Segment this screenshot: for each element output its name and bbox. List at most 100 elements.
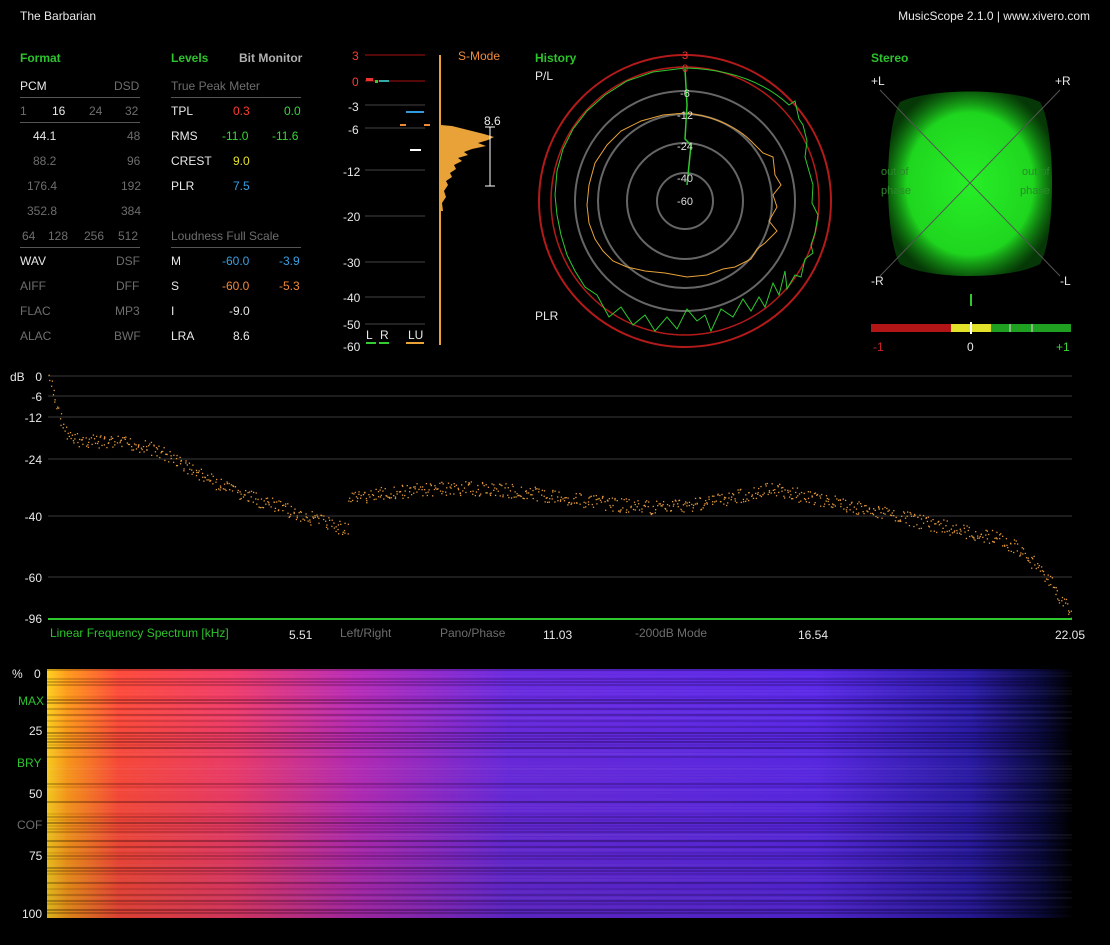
spectrum-dot [371, 493, 374, 496]
spectrum-dot [54, 401, 56, 403]
spectrum-dot [284, 503, 287, 505]
spectrum-dot [661, 505, 663, 507]
spectrum-dot [878, 508, 880, 510]
spectrum-dot [828, 498, 830, 500]
spectrum-dot [244, 489, 247, 492]
spectrum-dot [442, 490, 444, 493]
spectrum-dot [895, 516, 897, 519]
spectrum-dot [515, 496, 517, 498]
spectrum-dot [668, 505, 671, 507]
spectrogram-tick-100: 100 [22, 907, 43, 921]
spectrum-dot [745, 500, 747, 502]
spectrum-dot [900, 520, 902, 523]
spectrum-dot [396, 490, 398, 493]
spectrum-dot [704, 503, 706, 505]
spectrum-dot [1019, 554, 1022, 556]
spectrum-dot [1040, 566, 1043, 568]
spectrum-dot [316, 514, 318, 516]
codec-dff: DFF [116, 279, 140, 293]
spectrum-dot [110, 438, 112, 440]
spectrum-dot [657, 504, 659, 507]
levels-title[interactable]: Levels [171, 51, 209, 65]
spectrum-dot [409, 487, 411, 489]
spectrum-dot [532, 489, 534, 492]
left-right-toggle[interactable]: Left/Right [340, 626, 392, 640]
spectrum-dot [470, 481, 472, 483]
spectrum-dot [968, 526, 970, 529]
bit-monitor-tab[interactable]: Bit Monitor [239, 51, 303, 65]
s-value-a: -60.0 [222, 279, 250, 293]
spectrum-dot [541, 489, 544, 492]
spectrum-dot [250, 496, 252, 498]
spectrum-dot [857, 513, 859, 516]
spectrum-dot [726, 504, 728, 507]
codec-mp3: MP3 [115, 304, 140, 318]
history-radar: 3 0 -6 -12 -24 -40 -60 [538, 50, 832, 348]
spectrum-dot [774, 489, 776, 491]
spectrum-dot [366, 502, 368, 504]
spectrum-dot [671, 500, 674, 503]
spectrum-dot [625, 511, 628, 514]
spectrum-dot [1049, 575, 1052, 578]
spectrum-dot [175, 457, 178, 460]
spectrum-dot [1035, 567, 1037, 570]
spectrum-dot [77, 441, 79, 444]
spectrum-dot [674, 499, 676, 501]
spectrum-dot [479, 494, 481, 497]
spectrum-dot [379, 496, 382, 498]
spectrum-dot [747, 499, 750, 502]
spectrum-dot [863, 512, 865, 515]
spectrum-dot [98, 447, 100, 449]
spectrum-dot [124, 438, 126, 440]
pcm-label[interactable]: PCM [20, 79, 47, 93]
spectrum-dot [216, 478, 218, 481]
spectrum-dot [792, 498, 794, 500]
spectrum-dot [172, 461, 175, 463]
spectrum-dot [489, 493, 491, 495]
spectrum-dot [200, 468, 203, 470]
spectrum-dot [526, 492, 528, 494]
spectrum-dot [625, 498, 627, 500]
spectrum-dot [795, 491, 797, 494]
spectrum-dot [1025, 557, 1028, 559]
spectrum-dot [65, 426, 68, 428]
spectrum-dot [416, 483, 418, 485]
spectrum-dot [507, 494, 509, 496]
spectrum-dot [782, 486, 784, 489]
spectrum-dot [964, 531, 966, 533]
spectrum-dot [252, 491, 255, 494]
spectrum-dot [937, 521, 939, 523]
spectrum-dot [333, 527, 336, 529]
spectrum-dot [437, 488, 439, 490]
pano-phase-toggle[interactable]: Pano/Phase [440, 626, 506, 640]
spectrum-dot [1010, 550, 1012, 553]
spectrogram-unit: % [12, 667, 23, 681]
s-mode-label[interactable]: S-Mode [458, 49, 501, 63]
spectrum-dot [560, 499, 562, 501]
spectrum-dot [813, 492, 816, 495]
spectrum-dot [620, 498, 623, 500]
spectrum-dot [903, 512, 906, 514]
rate-48: 48 [127, 129, 141, 143]
spectrum-dot [454, 485, 456, 488]
spectrum-dot [532, 497, 534, 500]
rate-176-4: 176.4 [27, 179, 58, 193]
spectrum-dot [930, 530, 932, 532]
spectrum-dot [293, 511, 295, 514]
spectrum-dot [837, 499, 840, 501]
spectrum-dot [463, 487, 466, 489]
spectrum-dot [358, 491, 360, 493]
spectrum-dot [766, 482, 768, 485]
spectrum-dot [68, 435, 71, 438]
spectrum-dot [828, 503, 830, 506]
dsd-label[interactable]: DSD [114, 79, 140, 93]
spectrum-dot [394, 497, 397, 500]
spectrum-dot [783, 495, 785, 497]
spectrum-dot [546, 501, 549, 504]
spectrum-dot [333, 522, 335, 524]
spectrum-dot [499, 495, 501, 497]
spectrum-dot [436, 488, 438, 491]
spectrum-dot [401, 494, 404, 496]
minus200db-mode-toggle[interactable]: -200dB Mode [635, 626, 708, 640]
spectrum-dot [360, 494, 362, 497]
